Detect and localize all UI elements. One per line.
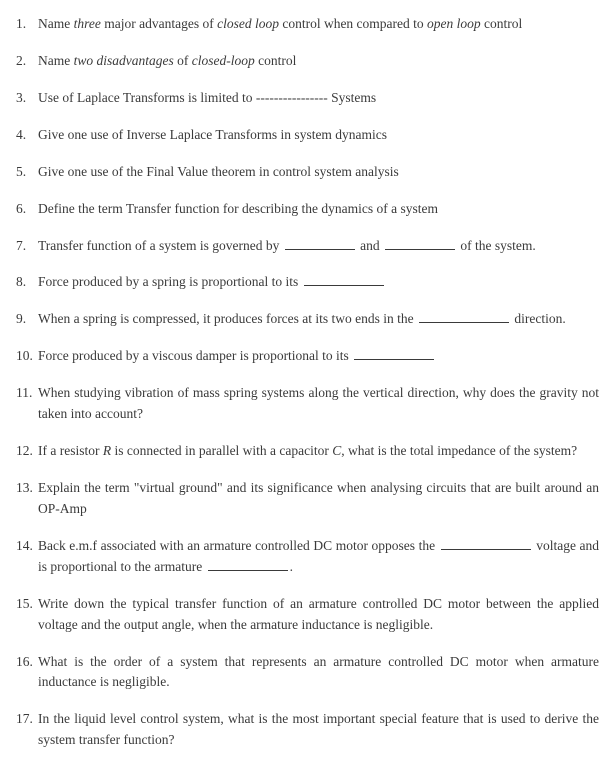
- q5-text: Give one use of the Final Value theorem …: [38, 164, 399, 179]
- q14-text-a: Back e.m.f associated with an armature c…: [38, 538, 439, 553]
- question-10: Force produced by a viscous damper is pr…: [16, 346, 599, 367]
- question-4: Give one use of Inverse Laplace Transfor…: [16, 125, 599, 146]
- blank-14a: [441, 537, 531, 550]
- blank-7b: [385, 236, 455, 249]
- q12-text-a: If a resistor: [38, 443, 103, 458]
- q3-text-a: Use of Laplace Transforms is limited to: [38, 90, 256, 105]
- blank-10: [354, 347, 434, 360]
- q3-dashes: ----------------: [256, 90, 328, 105]
- q12-R: R: [103, 443, 111, 458]
- q12-text-c: , what is the total impedance of the sys…: [341, 443, 577, 458]
- q7-text-a: Transfer function of a system is governe…: [38, 238, 283, 253]
- q13-text: Explain the term "virtual ground" and it…: [38, 480, 599, 516]
- q2-text-c: control: [255, 53, 297, 68]
- q2-italic-1: two disadvantages: [74, 53, 174, 68]
- question-13: Explain the term "virtual ground" and it…: [16, 478, 599, 520]
- q2-text-b: of: [174, 53, 192, 68]
- blank-7a: [285, 236, 355, 249]
- question-3: Use of Laplace Transforms is limited to …: [16, 88, 599, 109]
- blank-14b: [208, 558, 288, 571]
- question-list: Name three major advantages of closed lo…: [16, 14, 599, 751]
- q7-text-c: of the system.: [457, 238, 536, 253]
- q2-text-a: Name: [38, 53, 74, 68]
- q3-text-b: Systems: [328, 90, 376, 105]
- q10-text-a: Force produced by a viscous damper is pr…: [38, 348, 352, 363]
- question-9: When a spring is compressed, it produces…: [16, 309, 599, 330]
- q11-text: When studying vibration of mass spring s…: [38, 385, 599, 421]
- q15-text: Write down the typical transfer function…: [38, 596, 599, 632]
- q1-text-a: Name: [38, 16, 74, 31]
- q1-italic-3: open loop: [427, 16, 481, 31]
- q16-text: What is the order of a system that repre…: [38, 654, 599, 690]
- question-5: Give one use of the Final Value theorem …: [16, 162, 599, 183]
- q17-text: In the liquid level control system, what…: [38, 711, 599, 747]
- q1-italic-1: three: [74, 16, 101, 31]
- blank-8: [304, 273, 384, 286]
- q14-text-c: .: [290, 559, 293, 574]
- question-7: Transfer function of a system is governe…: [16, 236, 599, 257]
- q2-italic-2: closed-loop: [192, 53, 255, 68]
- question-11: When studying vibration of mass spring s…: [16, 383, 599, 425]
- question-2: Name two disadvantages of closed-loop co…: [16, 51, 599, 72]
- q6-text: Define the term Transfer function for de…: [38, 201, 438, 216]
- q7-text-b: and: [357, 238, 383, 253]
- q4-text: Give one use of Inverse Laplace Transfor…: [38, 127, 387, 142]
- question-1: Name three major advantages of closed lo…: [16, 14, 599, 35]
- q1-text-d: control: [481, 16, 523, 31]
- question-8: Force produced by a spring is proportion…: [16, 272, 599, 293]
- q1-text-c: control when compared to: [279, 16, 427, 31]
- question-6: Define the term Transfer function for de…: [16, 199, 599, 220]
- question-17: In the liquid level control system, what…: [16, 709, 599, 751]
- q12-C: C: [332, 443, 341, 458]
- question-14: Back e.m.f associated with an armature c…: [16, 536, 599, 578]
- question-12: If a resistor R is connected in parallel…: [16, 441, 599, 462]
- q1-italic-2: closed loop: [217, 16, 279, 31]
- question-15: Write down the typical transfer function…: [16, 594, 599, 636]
- q12-text-b: is connected in parallel with a capacito…: [111, 443, 332, 458]
- q8-text-a: Force produced by a spring is proportion…: [38, 274, 302, 289]
- blank-9: [419, 310, 509, 323]
- q9-text-b: direction.: [511, 311, 566, 326]
- q1-text-b: major advantages of: [101, 16, 217, 31]
- question-16: What is the order of a system that repre…: [16, 652, 599, 694]
- q9-text-a: When a spring is compressed, it produces…: [38, 311, 417, 326]
